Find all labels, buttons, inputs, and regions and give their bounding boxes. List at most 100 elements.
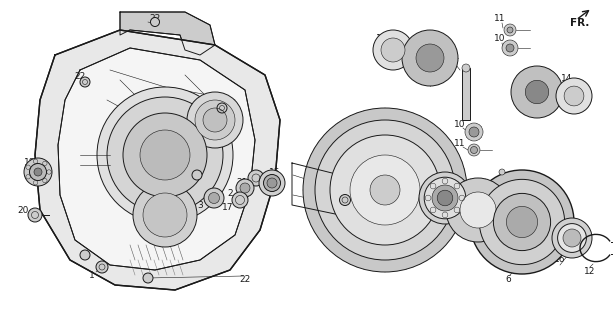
Circle shape xyxy=(370,175,400,205)
Circle shape xyxy=(143,193,187,237)
Text: 8: 8 xyxy=(501,247,507,257)
Text: 7: 7 xyxy=(473,220,479,229)
Circle shape xyxy=(240,183,250,193)
Text: 11: 11 xyxy=(494,13,506,22)
Text: 16: 16 xyxy=(554,255,566,265)
Circle shape xyxy=(469,127,479,137)
Circle shape xyxy=(195,100,235,140)
Circle shape xyxy=(143,273,153,283)
Text: 16: 16 xyxy=(434,218,446,227)
Circle shape xyxy=(460,192,496,228)
Circle shape xyxy=(525,80,549,104)
Circle shape xyxy=(465,123,483,141)
Circle shape xyxy=(242,180,252,190)
Circle shape xyxy=(563,229,581,247)
Circle shape xyxy=(123,113,207,197)
Circle shape xyxy=(34,168,42,176)
Text: 22: 22 xyxy=(150,13,161,22)
Circle shape xyxy=(564,86,584,106)
Text: 9: 9 xyxy=(450,58,456,67)
Text: 4: 4 xyxy=(420,30,426,39)
Polygon shape xyxy=(120,12,215,55)
Circle shape xyxy=(373,30,413,70)
Circle shape xyxy=(424,177,466,219)
Text: 20: 20 xyxy=(17,205,29,214)
Text: 22: 22 xyxy=(188,165,199,174)
Polygon shape xyxy=(35,30,280,290)
Circle shape xyxy=(558,224,587,252)
Text: 22: 22 xyxy=(239,276,251,284)
Circle shape xyxy=(556,78,592,114)
Text: FR.: FR. xyxy=(570,18,589,28)
Circle shape xyxy=(107,97,223,213)
Text: 11: 11 xyxy=(454,139,466,148)
Circle shape xyxy=(507,27,513,33)
Text: 15: 15 xyxy=(269,167,281,177)
Circle shape xyxy=(504,24,516,36)
Text: 13: 13 xyxy=(331,203,343,212)
Circle shape xyxy=(419,172,471,224)
Circle shape xyxy=(446,178,510,242)
Circle shape xyxy=(416,44,444,72)
Text: 3: 3 xyxy=(197,201,203,210)
Circle shape xyxy=(236,179,254,197)
Circle shape xyxy=(479,179,565,265)
Circle shape xyxy=(315,120,455,260)
Text: 6: 6 xyxy=(505,276,511,284)
Text: 4: 4 xyxy=(524,69,530,78)
Text: 5: 5 xyxy=(372,205,378,214)
Bar xyxy=(462,68,470,120)
Text: 14: 14 xyxy=(562,74,573,83)
Text: 2: 2 xyxy=(227,188,233,197)
Circle shape xyxy=(133,183,197,247)
Circle shape xyxy=(80,250,90,260)
Circle shape xyxy=(151,18,159,27)
Circle shape xyxy=(471,147,478,154)
Text: 1: 1 xyxy=(89,271,95,281)
Circle shape xyxy=(493,193,550,251)
Circle shape xyxy=(96,261,108,273)
Text: 10: 10 xyxy=(494,34,506,43)
Circle shape xyxy=(470,170,574,274)
Text: 10: 10 xyxy=(454,119,466,129)
Circle shape xyxy=(80,77,90,87)
Circle shape xyxy=(303,108,467,272)
Polygon shape xyxy=(58,48,255,270)
Circle shape xyxy=(340,195,351,205)
Text: 14: 14 xyxy=(376,34,387,43)
Circle shape xyxy=(381,38,405,62)
Circle shape xyxy=(24,158,52,186)
Circle shape xyxy=(552,218,592,258)
Circle shape xyxy=(203,108,227,132)
Circle shape xyxy=(97,87,233,223)
Circle shape xyxy=(462,64,470,72)
Circle shape xyxy=(187,92,243,148)
Circle shape xyxy=(192,170,202,180)
Circle shape xyxy=(499,169,505,175)
Circle shape xyxy=(259,170,285,196)
Text: 22: 22 xyxy=(74,71,86,81)
Text: 19: 19 xyxy=(209,100,221,108)
Text: 17: 17 xyxy=(223,203,234,212)
Circle shape xyxy=(432,185,458,211)
Text: 18: 18 xyxy=(25,157,36,166)
Circle shape xyxy=(511,66,563,118)
Circle shape xyxy=(402,30,458,86)
Circle shape xyxy=(248,170,264,186)
Circle shape xyxy=(264,174,281,191)
Circle shape xyxy=(267,178,277,188)
Circle shape xyxy=(437,190,453,206)
Circle shape xyxy=(232,192,248,208)
Circle shape xyxy=(350,155,420,225)
Circle shape xyxy=(208,193,219,204)
Circle shape xyxy=(506,206,538,237)
Circle shape xyxy=(502,40,518,56)
Text: 12: 12 xyxy=(584,268,596,276)
Circle shape xyxy=(468,144,480,156)
Circle shape xyxy=(140,130,190,180)
Circle shape xyxy=(330,135,440,245)
Circle shape xyxy=(506,44,514,52)
Circle shape xyxy=(204,188,224,208)
Circle shape xyxy=(28,208,42,222)
Circle shape xyxy=(29,164,47,180)
